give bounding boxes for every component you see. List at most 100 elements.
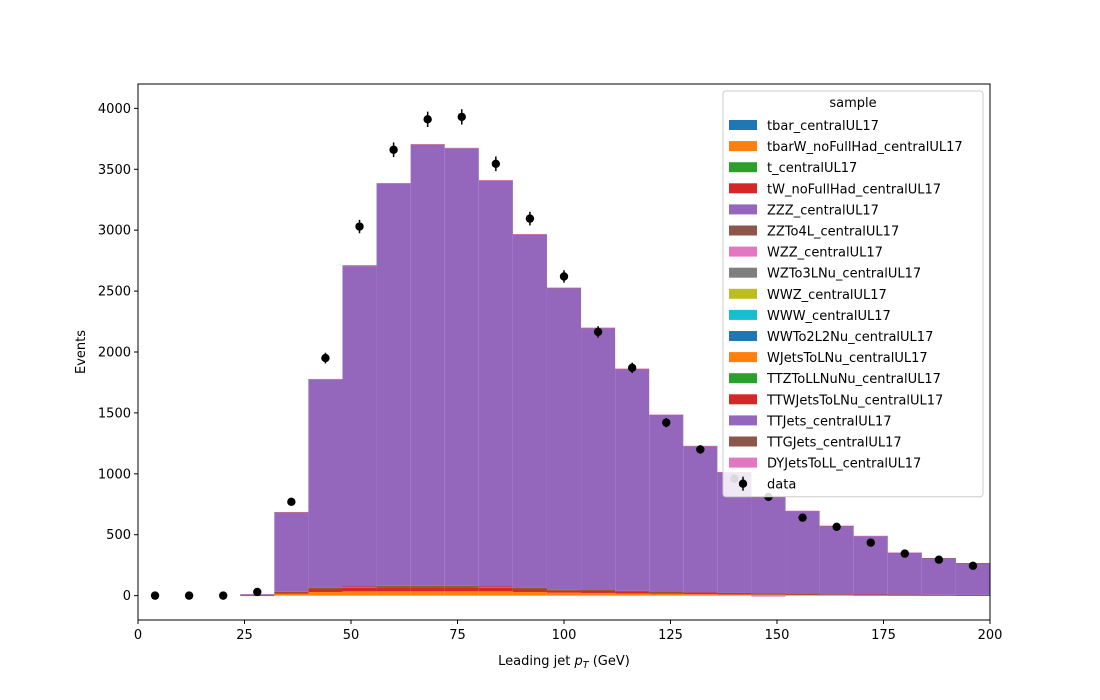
legend-label-TTWJetsToLNu_centralUL17: TTWJetsToLNu_centralUL17 (766, 393, 943, 408)
legend-swatch-ZZZ_centralUL17 (729, 204, 757, 215)
bar-TTWJetsToLNu_centralUL17-bin-23 (921, 594, 956, 596)
legend-box (722, 90, 984, 498)
histogram-bars (240, 144, 990, 597)
bar-TTJets_centralUL17-bin-7 (376, 183, 411, 586)
bar-TTJets_centralUL17-bin-15 (649, 414, 684, 592)
legend-label-ZZZ_centralUL17: ZZZ_centralUL17 (767, 203, 879, 218)
data-point-8 (423, 115, 432, 124)
data-point-9 (457, 112, 466, 122)
bar-TTGJets_centralUL17-bin-4 (274, 512, 309, 513)
bar-tW_noFullHad_centralUL17-bin-16 (683, 592, 718, 595)
bar-tbarW_noFullHad_centralUL17-bin-11 (512, 591, 547, 596)
bar-TTWJetsToLNu_centralUL17-bin-17 (717, 592, 752, 594)
legend-swatch-tW_noFullHad_centralUL17 (729, 183, 757, 194)
bar-TTJets_centralUL17-bin-8 (410, 144, 445, 586)
data-point-23 (934, 555, 944, 564)
y-tick-label: 3000 (98, 224, 131, 239)
data-point-11 (525, 214, 535, 223)
bar-TTZToLLNuNu_centralUL17-bin-6 (342, 587, 377, 588)
bar-tW_noFullHad_centralUL17-bin-12 (546, 590, 582, 593)
bar-TTGJets_centralUL17-bin-6 (342, 265, 377, 267)
data-point-7 (389, 145, 398, 154)
bar-tbarW_noFullHad_centralUL17-bin-20 (819, 595, 854, 596)
bar-TTZToLLNuNu_centralUL17-bin-8 (410, 586, 445, 588)
bar-TTJets_centralUL17-bin-16 (683, 446, 718, 593)
bar-tW_noFullHad_centralUL17-bin-9 (444, 587, 479, 592)
bar-tbarW_noFullHad_centralUL17-bin-4 (274, 593, 309, 596)
bar-TTJets_centralUL17-bin-13 (581, 328, 616, 591)
data-point-12 (559, 272, 569, 281)
bar-tW_noFullHad_centralUL17-bin-7 (376, 587, 411, 592)
y-tick-label: 2500 (98, 285, 131, 300)
data-point-16 (696, 445, 705, 454)
legend-label-tbarW_noFullHad_centralUL17: tbarW_noFullHad_centralUL17 (767, 140, 963, 155)
y-axis-ticks: 0 500 1000 1500 2000 2500 3000 3500 4000 (98, 102, 138, 604)
bar-TTZToLLNuNu_centralUL17-bin-11 (512, 588, 547, 590)
y-axis-label: Events (74, 330, 89, 374)
data-points (150, 112, 978, 600)
bar-TTZToLLNuNu_centralUL17-bin-10 (478, 587, 513, 588)
legend-label-tbar_centralUL17: tbar_centralUL17 (767, 119, 879, 134)
x-tick-label: 125 (658, 628, 683, 643)
bar-tW_noFullHad_centralUL17-bin-13 (581, 590, 616, 593)
legend-label-data: data (767, 478, 796, 493)
bar-tbarW_noFullHad_centralUL17-bin-6 (342, 591, 377, 596)
legend-label-TTGJets_centralUL17: TTGJets_centralUL17 (766, 436, 902, 451)
bar-DYJetsToLL_centralUL17-bin-5 (308, 378, 343, 380)
bar-DYJetsToLL_centralUL17-bin-18 (751, 595, 786, 597)
bar-TTJets_centralUL17-bin-18 (751, 497, 786, 594)
bar-tW_noFullHad_centralUL17-bin-10 (478, 587, 513, 592)
y-tick-label: 4000 (98, 102, 131, 117)
x-tick-label: 0 (134, 628, 142, 643)
bar-TTZToLLNuNu_centralUL17-bin-7 (376, 586, 411, 588)
data-point-22 (900, 549, 909, 558)
bar-TTWJetsToLNu_centralUL17-bin-10 (478, 586, 513, 588)
bar-TTJets_centralUL17-bin-10 (478, 180, 513, 587)
x-tick-label: 200 (978, 628, 1003, 643)
bar-TTZToLLNuNu_centralUL17-bin-15 (649, 591, 684, 593)
bar-TTJets_centralUL17-bin-22 (887, 552, 922, 595)
bar-TTWJetsToLNu_centralUL17-bin-21 (853, 594, 888, 596)
bar-TTJets_centralUL17-bin-4 (274, 512, 309, 592)
bar-TTJets_centralUL17-bin-6 (342, 266, 377, 587)
bar-tW_noFullHad_centralUL17-bin-18 (751, 593, 786, 595)
data-point-4 (287, 497, 296, 507)
bar-TTJets_centralUL17-bin-12 (546, 288, 582, 590)
data-point-24 (968, 561, 978, 570)
legend-label-TTJets_centralUL17: TTJets_centralUL17 (766, 414, 892, 429)
bar-tW_noFullHad_centralUL17-bin-17 (717, 593, 752, 595)
bar-tW_noFullHad_centralUL17-bin-4 (274, 592, 309, 594)
legend-swatch-ZZTo4L_centralUL17 (729, 225, 757, 236)
legend-label-WZZ_centralUL17: WZZ_centralUL17 (767, 246, 883, 261)
bar-tbarW_noFullHad_centralUL17-bin-14 (615, 593, 650, 596)
bar-TTZToLLNuNu_centralUL17-bin-12 (546, 589, 582, 591)
x-tick-label: 175 (871, 628, 896, 643)
data-point-3 (253, 587, 262, 597)
bar-TTWJetsToLNu_centralUL17-bin-11 (512, 587, 547, 589)
data-point-2 (219, 591, 228, 600)
legend-swatch-WWZ_centralUL17 (729, 288, 757, 299)
legend: sample tbar_centralUL17 tbarW_noFullHad_ce… (722, 90, 984, 498)
bar-TTWJetsToLNu_centralUL17-bin-24 (955, 594, 990, 596)
bar-TTWJetsToLNu_centralUL17-bin-22 (887, 594, 922, 596)
legend-swatch-TTJets_centralUL17 (729, 415, 757, 426)
x-tick-label: 50 (343, 628, 360, 643)
bar-TTWJetsToLNu_centralUL17-bin-15 (649, 591, 684, 593)
legend-swatch-TTGJets_centralUL17 (729, 436, 757, 447)
bar-DYJetsToLL_centralUL17-bin-7 (376, 183, 411, 184)
bar-tbarW_noFullHad_centralUL17-bin-18 (751, 594, 786, 596)
bar-tbarW_noFullHad_centralUL17-bin-22 (887, 595, 922, 596)
legend-label-WWW_centralUL17: WWW_centralUL17 (767, 309, 891, 324)
bar-DYJetsToLL_centralUL17-bin-12 (546, 287, 582, 289)
bar-tW_noFullHad_centralUL17-bin-6 (342, 587, 377, 592)
legend-label-WZTo3LNu_centralUL17: WZTo3LNu_centralUL17 (767, 267, 921, 282)
bar-tbarW_noFullHad_centralUL17-bin-16 (683, 594, 718, 596)
bar-TTWJetsToLNu_centralUL17-bin-14 (615, 590, 650, 592)
legend-swatch-WJetsToLNu_centralUL17 (729, 352, 757, 363)
x-tick-label: 100 (552, 628, 577, 643)
bar-DYJetsToLL_centralUL17-bin-11 (512, 233, 547, 235)
bar-tbarW_noFullHad_centralUL17-bin-9 (444, 591, 479, 596)
y-tick-label: 2000 (98, 346, 131, 361)
bar-TTZToLLNuNu_centralUL17-bin-9 (444, 586, 479, 588)
